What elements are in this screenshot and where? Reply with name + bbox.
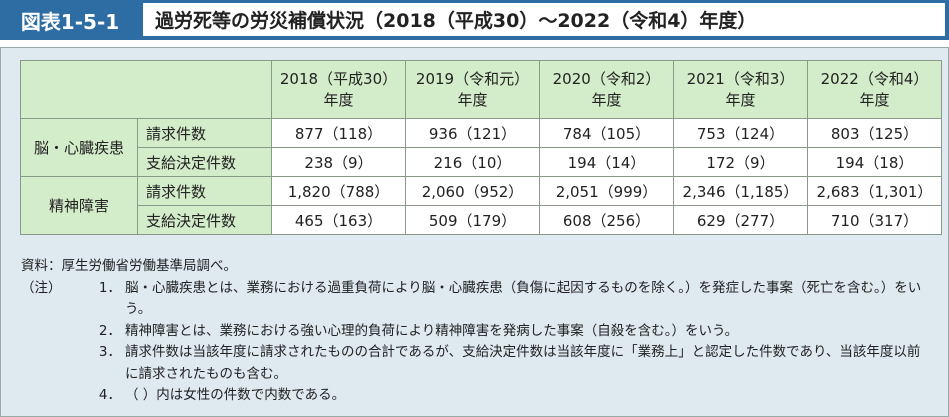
- source-note: 資料：厚生労働省労働基準局調べ。: [21, 258, 237, 274]
- table-cell: 753（124）: [673, 118, 808, 148]
- table-cell: 710（317）: [807, 205, 942, 235]
- table-cell: 803（125）: [807, 118, 942, 148]
- column-header: 2021（令和3） 年度: [673, 60, 808, 119]
- footnote-text: 精神障害とは、業務における強い心理的負荷により精神障害を発病した事案（自殺を含む…: [125, 322, 739, 339]
- table-cell: 608（256）: [539, 205, 674, 235]
- table-cell: 172（9）: [673, 147, 808, 177]
- footnote: 2． 精神障害とは、業務における強い心理的負荷により精神障害を発病した事案（自殺を…: [21, 321, 931, 343]
- table-row: 支給決定件数 238（9） 216（10） 194（14） 172（9） 194（18）: [21, 147, 942, 177]
- table-cell: 194（18）: [807, 147, 942, 177]
- table-row: 支給決定件数 465（163） 509（179） 608（256） 629（277） 71…: [21, 205, 942, 235]
- row-label: 支給決定件数: [137, 205, 272, 235]
- table-cell: 877（118）: [271, 118, 406, 148]
- footnote-text: （ ）内は女性の件数で内数である。: [125, 387, 346, 403]
- footnote-number: 1．: [98, 279, 121, 296]
- table-cell: 629（277）: [673, 205, 808, 235]
- table-row: 脳・心臓疾患 請求件数 877（118） 936（121） 784（105） 753（12…: [20, 118, 942, 177]
- row-label: 支給決定件数: [137, 147, 272, 177]
- column-header: 2020（令和2） 年度: [539, 60, 674, 119]
- table-cell: 194（14）: [539, 147, 674, 177]
- table-cell: 2,683（1,301）: [807, 176, 942, 206]
- header-corner: [20, 60, 272, 119]
- notes: 資料：厚生労働省労働基準局調べ。 （注） 1． 脳・心臓疾患とは、業務における過重負…: [21, 256, 931, 407]
- figure-label: 図表1-5-1: [20, 9, 120, 34]
- column-header: 2022（令和4） 年度: [807, 60, 942, 119]
- row-label: 請求件数: [137, 176, 272, 206]
- figure-title: 過労死等の労災補償状況（2018（平成30）～2022（令和4）年度）: [143, 3, 945, 36]
- table-cell: 2,060（952）: [405, 176, 540, 206]
- table-cell: 238（9）: [271, 147, 406, 177]
- table-cell: 2,051（999）: [539, 176, 674, 206]
- table-cell: 1,820（788）: [271, 176, 406, 206]
- footnote: 4．（ ）内は女性の件数で内数である。: [21, 385, 931, 407]
- footnote: （注） 1． 脳・心臓疾患とは、業務における過重負荷により脳・心臓疾患（負傷に起因す…: [21, 278, 931, 321]
- data-table: 2018（平成30） 年度 2019（令和元） 年度 2020（令和2） 年度 202…: [20, 60, 942, 235]
- note-label: （注）: [21, 279, 62, 296]
- table-cell: 936（121）: [405, 118, 540, 148]
- figure-panel: 2018（平成30） 年度 2019（令和元） 年度 2020（令和2） 年度 202…: [0, 47, 949, 417]
- footnote: 3． 請求件数は当該年度に請求されたものの合計であるが、支給決定件数は当該年度に「…: [21, 342, 931, 385]
- column-header: 2018（平成30） 年度: [271, 60, 406, 119]
- footnote-number: 3．: [98, 344, 121, 360]
- table-header-row: 2018（平成30） 年度 2019（令和元） 年度 2020（令和2） 年度 202…: [20, 60, 942, 119]
- row-label: 請求件数: [137, 118, 272, 148]
- footnote-text: 請求件数は当該年度に請求されたものの合計であるが、支給決定件数は当該年度に「業務…: [125, 344, 921, 382]
- table-row: 精神障害 請求件数 1,820（788） 2,060（952） 2,051（999） 2,…: [20, 176, 942, 235]
- figure-header: 図表1-5-1 過労死等の労災補償状況（2018（平成30）～2022（令和4）…: [0, 0, 949, 40]
- row-group-label: 脳・心臓疾患: [20, 118, 138, 177]
- footnote-text: 脳・心臓疾患とは、業務における過重負荷により脳・心臓疾患（負傷に起因するものを除…: [125, 279, 922, 318]
- table-cell: 216（10）: [405, 147, 540, 177]
- row-group-label: 精神障害: [20, 176, 138, 235]
- footnote-number: 2．: [98, 322, 121, 339]
- table-cell: 784（105）: [539, 118, 674, 148]
- table-cell: 2,346（1,185）: [673, 176, 808, 206]
- table-cell: 465（163）: [271, 205, 406, 235]
- column-header: 2019（令和元） 年度: [405, 60, 540, 119]
- table-cell: 509（179）: [405, 205, 540, 235]
- footnote-number: 4．: [98, 387, 121, 403]
